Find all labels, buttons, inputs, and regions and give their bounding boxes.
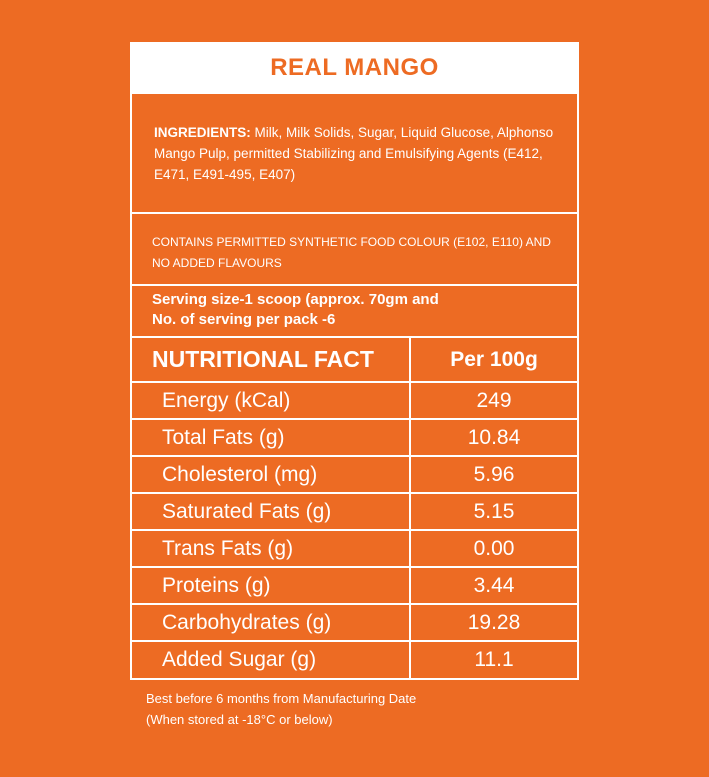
nutrient-value: 19.28 [410,603,577,641]
serving-line-1: Serving size-1 scoop (approx. 70gm and [152,291,439,308]
table-row: Proteins (g) 3.44 [132,566,577,604]
nutrient-name: Trans Fats (g) [132,529,411,567]
storage-condition-text: (When stored at -18°C or below) [146,712,333,727]
nutrient-value: 5.15 [410,492,577,530]
table-row: Carbohydrates (g) 19.28 [132,603,577,641]
nutrient-name: Cholesterol (mg) [132,455,411,493]
nutrient-value: 5.96 [410,455,577,493]
best-before-text: Best before 6 months from Manufacturing … [146,691,417,706]
nutrient-value: 3.44 [410,566,577,604]
table-row: Trans Fats (g) 0.00 [132,529,577,567]
nutrition-header-row: NUTRITIONAL FACT Per 100g [132,338,577,382]
ingredients-text: Milk, Milk Solids, Sugar, Liquid Glucose… [154,125,554,182]
table-row: Total Fats (g) 10.84 [132,418,577,456]
product-title: REAL MANGO [270,54,439,81]
serving-line-2: No. of serving per pack -6 [152,311,336,328]
ingredients-section: INGREDIENTS: Milk, Milk Solids, Sugar, L… [132,94,577,214]
nutrient-value: 11.1 [410,640,577,678]
contains-section: CONTAINS PERMITTED SYNTHETIC FOOD COLOUR… [132,214,577,286]
nutrient-name: Saturated Fats (g) [132,492,411,530]
storage-note: Best before 6 months from Manufacturing … [146,688,416,730]
nutrient-value: 0.00 [410,529,577,567]
nutrient-name: Total Fats (g) [132,418,411,456]
title-bar: REAL MANGO [132,44,577,94]
nutrient-name: Added Sugar (g) [132,640,411,678]
nutrient-name: Carbohydrates (g) [132,603,411,641]
contains-text: CONTAINS PERMITTED SYNTHETIC FOOD COLOUR… [152,235,551,270]
nutrition-header-name: NUTRITIONAL FACT [132,338,411,382]
table-row: Cholesterol (mg) 5.96 [132,455,577,493]
table-row: Saturated Fats (g) 5.15 [132,492,577,530]
table-row: Added Sugar (g) 11.1 [132,640,577,678]
nutrition-table: NUTRITIONAL FACT Per 100g Energy (kCal) … [132,338,577,678]
table-row: Energy (kCal) 249 [132,381,577,419]
serving-section: Serving size-1 scoop (approx. 70gm and N… [132,286,577,338]
nutrient-name: Energy (kCal) [132,381,411,419]
nutrient-name: Proteins (g) [132,566,411,604]
nutrition-header-value: Per 100g [450,347,538,371]
nutrient-value: 249 [410,381,577,419]
nutrition-label: REAL MANGO INGREDIENTS: Milk, Milk Solid… [130,42,579,680]
nutrient-value: 10.84 [410,418,577,456]
ingredients-label: INGREDIENTS: [154,125,251,140]
